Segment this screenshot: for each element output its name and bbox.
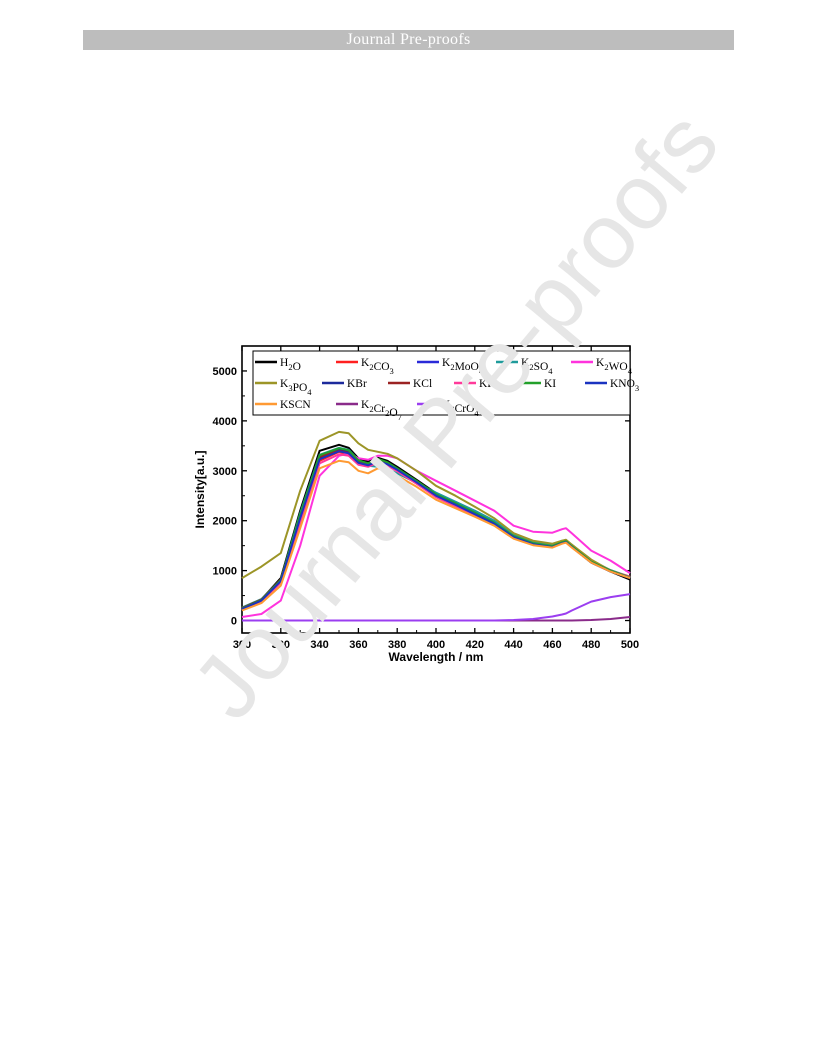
legend-label-kbr: KBr [347,378,367,390]
x-tick-label: 360 [349,639,367,651]
emission-spectra-chart: 300 320 340 360 380 400 420 440 460 480 500 0 1000 20… [190,340,640,670]
x-axis-label: Wavelength / nm [389,650,484,664]
legend-label-ki: KI [544,378,556,390]
x-tick-label: 460 [543,639,561,651]
y-tick-label: 2000 [213,516,237,528]
legend-label-kf: KF [479,378,494,390]
legend-label-kscn: KSCN [280,399,311,411]
series-line-k2cro4 [242,593,631,622]
chart-canvas: 300 320 340 360 380 400 420 440 460 480 5000100020… [193,345,639,664]
y-tick-label: 0 [231,616,237,628]
legend-box [252,350,631,416]
x-tick-label: 480 [582,639,600,651]
legend-label-k2co3: K2CO3 [361,357,394,376]
x-tick-label: 500 [621,639,639,651]
plot-area: 300 320 340 360 380 400 420 440 460 480 5000100020… [193,345,639,664]
x-tick-label: 380 [388,639,406,651]
series-line-k2wo4 [241,452,631,618]
legend-label-k2cro4: K2CrO4 [442,399,479,418]
y-tick-label: 1000 [213,566,237,578]
journal-preproof-header: Journal Pre-proofs [83,30,734,50]
legend-label-h2o: H2O [280,357,301,373]
x-tick-label: 340 [310,639,328,651]
y-axis-label: Intensity[a.u.] [193,450,207,528]
x-tick-label: 320 [272,639,290,651]
y-tick-label: 3000 [213,466,237,478]
legend-label-k2so4: K2SO4 [521,357,553,376]
legend-label-k2cr2o7: K2Cr2O7 [361,399,402,422]
legend-label-kcl: KCl [413,378,432,390]
x-tick-label: 400 [427,639,445,651]
y-tick-label: 4000 [213,416,237,428]
x-tick-label: 420 [466,639,484,651]
series-line-k3po4 [241,430,631,580]
x-tick-label: 300 [233,639,251,651]
legend-label-kno3: KNO3 [610,378,639,393]
legend-label-k2wo4: K2WO4 [596,357,633,376]
legend-label-k3po4: K3PO4 [280,378,312,397]
header-title: Journal Pre-proofs [346,31,471,48]
x-tick-label: 440 [504,639,522,651]
series-line-kscn [241,459,631,612]
y-tick-label: 5000 [213,366,237,378]
legend-label-k2moo4: K2MoO4 [442,357,484,376]
